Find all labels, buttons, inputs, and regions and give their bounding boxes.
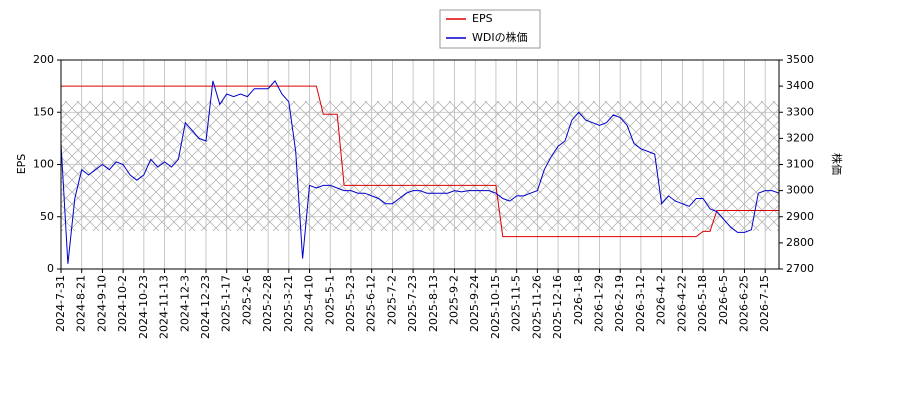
y2-tick-label: 2800 <box>786 236 814 249</box>
x-tick-label: 2025-9-24 <box>468 275 481 332</box>
y2-tick-label: 3100 <box>786 158 814 171</box>
x-tick-label: 2024-7-31 <box>54 275 67 332</box>
x-tick-label: 2024-12-3 <box>178 275 191 332</box>
y-tick-label: 50 <box>40 210 54 223</box>
x-tick-label: 2025-11-5 <box>510 275 523 332</box>
y-tick-label: 100 <box>33 158 54 171</box>
x-tick-label: 2026-3-12 <box>634 275 647 332</box>
x-tick-label: 2026-7-15 <box>758 275 771 332</box>
y2-tick-label: 3300 <box>786 105 814 118</box>
y2-tick-label: 3500 <box>786 53 814 66</box>
legend-box <box>439 9 541 49</box>
y-axis-label: EPS <box>15 154 28 175</box>
x-tick-label: 2025-8-13 <box>427 275 440 332</box>
y2-tick-label: 3200 <box>786 131 814 144</box>
x-tick-label: 2025-12-16 <box>551 275 564 339</box>
legend: EPS WDIの株価 <box>439 9 541 49</box>
x-tick-label: 2025-11-26 <box>530 275 543 339</box>
x-tick-label: 2024-10-23 <box>137 275 150 339</box>
series-line <box>61 85 779 238</box>
x-tick-label: 2026-6-25 <box>737 275 750 332</box>
x-tick-label: 2025-2-28 <box>261 275 274 332</box>
y2-tick-label: 2900 <box>786 210 814 223</box>
band <box>61 101 779 231</box>
x-tick-label: 2025-7-23 <box>406 275 419 332</box>
x-tick-label: 2026-6-5 <box>717 275 730 325</box>
x-tick-label: 2026-4-22 <box>675 275 688 332</box>
series-line <box>60 80 780 264</box>
y2-tick-label: 3400 <box>786 79 814 92</box>
x-tick-label: 2025-2-6 <box>240 275 253 325</box>
x-tick-label: 2026-4-2 <box>655 275 668 325</box>
x-tick-label: 2025-7-2 <box>385 275 398 325</box>
y-tick-label: 0 <box>47 262 54 275</box>
x-tick-label: 2024-12-23 <box>199 275 212 339</box>
x-tick-label: 2025-10-15 <box>489 275 502 339</box>
x-tick-label: 2024-9-10 <box>95 275 108 332</box>
x-tick-label: 2025-1-17 <box>220 275 233 332</box>
x-tick-label: 2024-8-21 <box>75 275 88 332</box>
x-tick-label: 2025-5-23 <box>344 275 357 332</box>
x-tick-label: 2026-5-18 <box>696 275 709 332</box>
x-tick-label: 2024-10-2 <box>116 275 129 332</box>
x-tick-label: 2024-11-13 <box>158 275 171 339</box>
y2-tick-label: 2700 <box>786 262 814 275</box>
y-tick-label: 200 <box>33 53 54 66</box>
legend-label: WDIの株価 <box>472 30 528 44</box>
x-tick-label: 2025-9-2 <box>448 275 461 325</box>
x-tick-label: 2025-3-21 <box>282 275 295 332</box>
legend-label: EPS <box>472 12 493 25</box>
x-tick-label: 2026-1-8 <box>572 275 585 325</box>
x-tick-label: 2026-1-29 <box>593 275 606 332</box>
x-tick-label: 2025-5-1 <box>323 275 336 325</box>
x-tick-label: 2026-2-19 <box>613 275 626 332</box>
y-tick-label: 150 <box>33 105 54 118</box>
y2-axis-label: 株価 <box>830 153 844 175</box>
x-tick-label: 2025-6-12 <box>365 275 378 332</box>
x-tick-label: 2025-4-10 <box>303 275 316 332</box>
y2-tick-label: 3000 <box>786 184 814 197</box>
